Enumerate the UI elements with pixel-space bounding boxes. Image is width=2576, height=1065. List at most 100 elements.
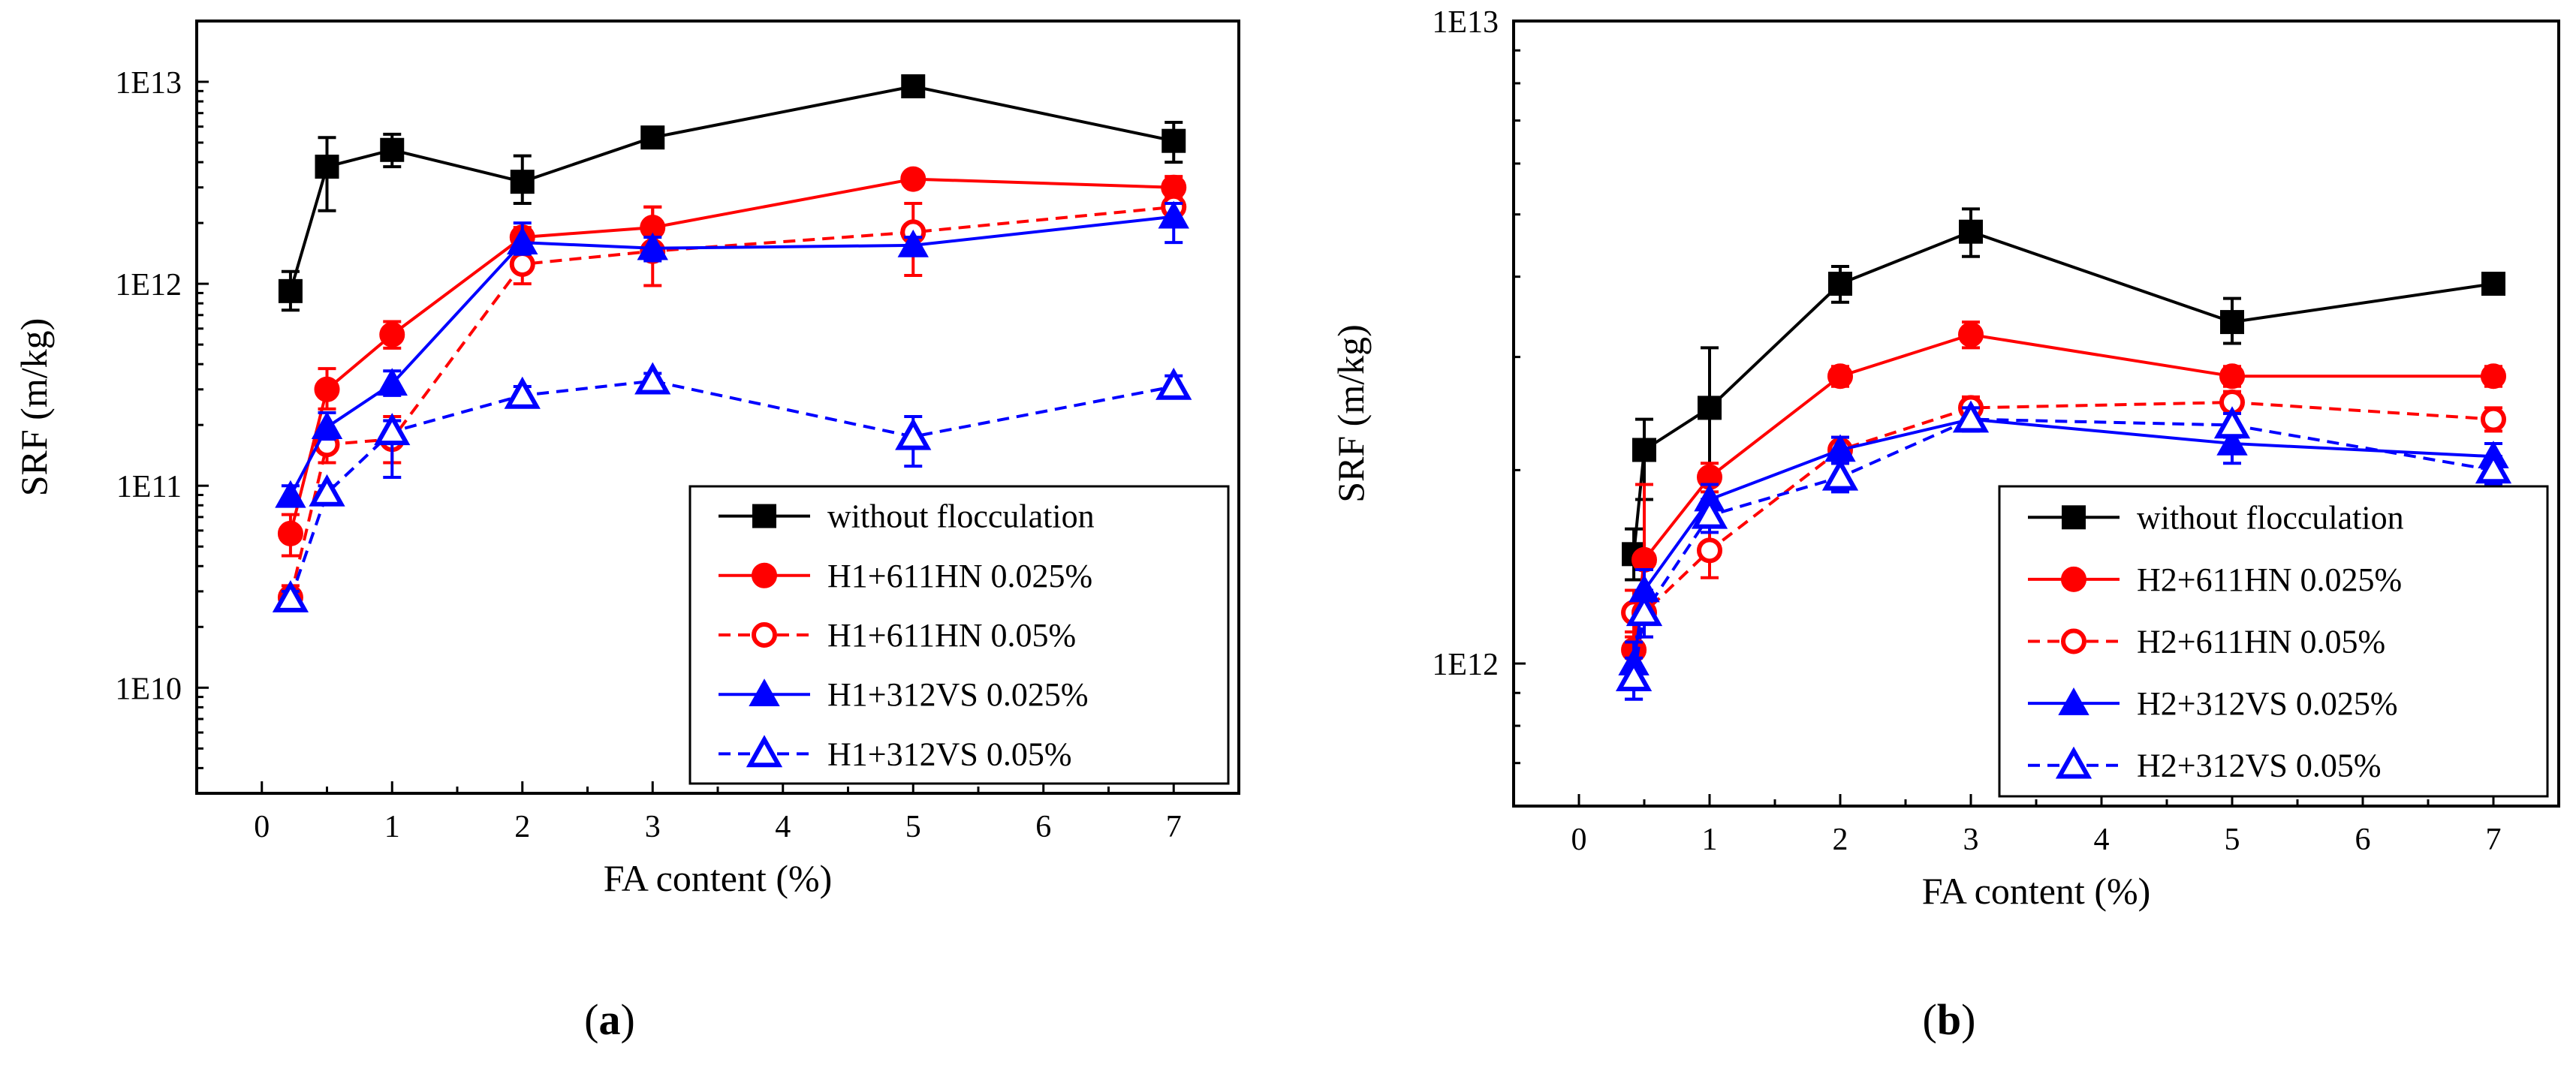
y-axis-label: SRF (m/kg) — [1330, 324, 1372, 503]
x-tick-label: 5 — [905, 810, 921, 844]
legend-marker — [2062, 505, 2086, 530]
legend-marker — [752, 562, 777, 588]
data-point — [901, 74, 926, 99]
data-point — [2216, 427, 2248, 456]
data-point — [1625, 594, 1663, 627]
y-tick-label: 1E12 — [1432, 648, 1499, 682]
data-point — [315, 155, 339, 179]
legend-entry: without flocculation — [827, 498, 1095, 535]
legend-marker — [2055, 746, 2092, 779]
data-point — [2481, 363, 2506, 390]
data-point — [1158, 200, 1189, 229]
panel-label-a: (a) — [584, 995, 635, 1044]
data-point — [640, 125, 665, 150]
data-point — [897, 229, 929, 257]
data-point — [1959, 219, 1983, 244]
data-point — [1155, 367, 1192, 400]
legend-marker — [2058, 687, 2089, 715]
data-point — [2213, 406, 2251, 439]
x-tick-label: 6 — [2355, 823, 2371, 857]
data-point — [1821, 458, 1859, 491]
legend-entry: H2+312VS 0.05% — [2137, 748, 2382, 784]
data-point — [2481, 406, 2506, 432]
chart-b: 0 1 2 3 4 5 6 7 1E12 1E13 FA content (%) SRF (m/kg)… — [1330, 5, 2560, 912]
svg-text:(a): (a) — [584, 995, 635, 1044]
data-point — [2220, 310, 2244, 335]
data-point — [504, 376, 541, 409]
x-axis-label: FA content (%) — [1922, 870, 2151, 912]
x-tick-label: 0 — [1571, 823, 1587, 857]
legend: without flocculation H1+611HN 0.025% H1+61… — [688, 485, 1230, 785]
series-4 — [272, 362, 1192, 612]
data-point — [1827, 363, 1853, 390]
data-point — [1698, 396, 1722, 420]
legend-entry: H1+611HN 0.025% — [827, 558, 1092, 594]
x-tick-label: 3 — [645, 810, 661, 844]
x-tick-label: 7 — [2486, 823, 2502, 857]
data-point — [309, 474, 345, 507]
legend-marker — [752, 622, 777, 648]
x-axis-label: FA content (%) — [604, 857, 833, 899]
legend-entry: H1+312VS 0.05% — [827, 736, 1072, 772]
data-point — [374, 413, 411, 446]
data-point — [1952, 400, 1990, 433]
data-point — [1697, 537, 1722, 564]
data-point — [275, 480, 306, 508]
chart-a: 0 1 2 3 4 5 6 7 1E10 1E11 1E12 1E13 FA content (%) SR… — [13, 20, 1240, 899]
legend-entry: H2+611HN 0.05% — [2137, 624, 2385, 660]
y-tick-label: 1E13 — [115, 66, 182, 101]
data-point — [278, 278, 303, 303]
legend: without flocculation H2+611HN 0.025% H2+61… — [1998, 485, 2549, 798]
legend-entry: H2+611HN 0.025% — [2137, 561, 2402, 598]
legend-marker — [2061, 566, 2086, 592]
x-tick-label: 5 — [2225, 823, 2240, 857]
x-tick-label: 1 — [384, 810, 400, 844]
x-tick-label: 0 — [254, 810, 270, 844]
data-point — [2475, 451, 2512, 484]
legend-entry: H2+312VS 0.025% — [2137, 685, 2398, 722]
x-tick-label: 1 — [1702, 823, 1718, 857]
data-point — [311, 411, 343, 439]
series-0 — [278, 74, 1186, 312]
series-line — [289, 84, 1174, 292]
y-tick-label: 1E12 — [115, 268, 182, 302]
series-3 — [275, 200, 1189, 508]
series-4 — [1615, 400, 2512, 701]
data-point — [634, 362, 671, 395]
data-point — [1632, 438, 1656, 462]
data-point — [1958, 321, 1984, 347]
data-point — [379, 321, 405, 347]
data-point — [277, 520, 303, 546]
svg-text:(b): (b) — [1923, 995, 1976, 1044]
x-tick-label: 4 — [2094, 823, 2110, 857]
data-point — [272, 579, 309, 612]
data-point — [1691, 496, 1728, 529]
legend-marker — [752, 504, 776, 528]
legend-marker — [2061, 628, 2086, 654]
data-point — [314, 376, 340, 402]
panel-label-b: (b) — [1923, 995, 1976, 1044]
data-point — [1615, 659, 1653, 691]
data-point — [637, 232, 668, 260]
data-point — [900, 166, 926, 192]
x-tick-label: 3 — [1963, 823, 1979, 857]
legend-entry: without flocculation — [2137, 499, 2404, 536]
y-tick-label: 1E11 — [116, 470, 182, 504]
legend-marker — [746, 735, 783, 768]
y-tick-label: 1E10 — [115, 672, 182, 706]
data-point — [507, 227, 538, 254]
data-point — [2219, 363, 2245, 390]
data-point — [1828, 272, 1852, 296]
x-tick-label: 2 — [1833, 823, 1848, 857]
x-tick-label: 7 — [1166, 810, 1182, 844]
y-axis-label: SRF (m/kg) — [13, 318, 55, 497]
x-tick-label: 4 — [775, 810, 791, 844]
series-line — [289, 215, 1174, 497]
legend-entry: H1+611HN 0.05% — [827, 617, 1076, 654]
x-tick-label: 2 — [514, 810, 530, 844]
legend-marker — [749, 678, 780, 707]
y-tick-label: 1E13 — [1432, 5, 1499, 40]
data-point — [895, 417, 932, 450]
data-point — [2481, 272, 2505, 296]
